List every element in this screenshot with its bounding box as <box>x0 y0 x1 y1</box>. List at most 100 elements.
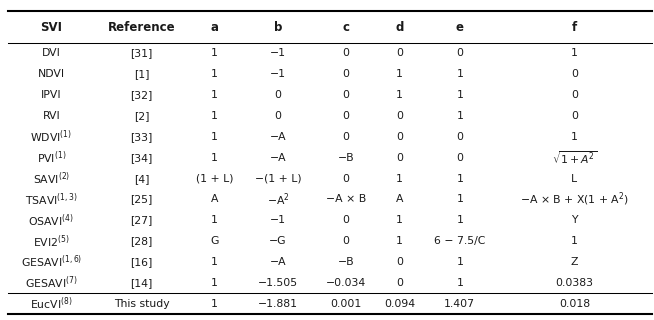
Text: 1: 1 <box>211 257 218 267</box>
Text: 0.018: 0.018 <box>559 299 590 309</box>
Text: 1: 1 <box>211 90 218 100</box>
Text: 0: 0 <box>571 69 578 79</box>
Text: a: a <box>211 20 218 34</box>
Text: 1: 1 <box>571 48 578 59</box>
Text: [32]: [32] <box>130 90 152 100</box>
Text: Z: Z <box>571 257 578 267</box>
Text: 1: 1 <box>396 236 403 246</box>
Text: b: b <box>274 20 283 34</box>
Text: 1.407: 1.407 <box>444 299 475 309</box>
Text: 1: 1 <box>211 69 218 79</box>
Text: 1: 1 <box>211 299 218 309</box>
Text: $\sqrt{1+A^2}$: $\sqrt{1+A^2}$ <box>552 150 597 166</box>
Text: 1: 1 <box>456 278 463 288</box>
Text: EVI2$^{(5)}$: EVI2$^{(5)}$ <box>33 233 70 250</box>
Text: 0: 0 <box>342 69 349 79</box>
Text: f: f <box>572 20 577 34</box>
Text: 0: 0 <box>275 111 282 121</box>
Text: e: e <box>456 20 464 34</box>
Text: 1: 1 <box>396 90 403 100</box>
Text: 1: 1 <box>396 174 403 184</box>
Text: 1: 1 <box>211 111 218 121</box>
Text: 1: 1 <box>571 132 578 142</box>
Text: GESAVI$^{(7)}$: GESAVI$^{(7)}$ <box>25 275 78 291</box>
Text: 0: 0 <box>342 236 349 246</box>
Text: [1]: [1] <box>134 69 149 79</box>
Text: 1: 1 <box>211 153 218 163</box>
Text: −(1 + L): −(1 + L) <box>255 174 301 184</box>
Text: 0: 0 <box>456 48 463 59</box>
Text: 0: 0 <box>571 111 578 121</box>
Text: [2]: [2] <box>134 111 149 121</box>
Text: TSAVI$^{(1,3)}$: TSAVI$^{(1,3)}$ <box>25 191 78 208</box>
Text: Y: Y <box>571 215 577 225</box>
Text: 0.0383: 0.0383 <box>555 278 593 288</box>
Text: 1: 1 <box>456 195 463 204</box>
Text: 1: 1 <box>456 69 463 79</box>
Text: 0: 0 <box>275 90 282 100</box>
Text: −A$^2$: −A$^2$ <box>267 191 290 208</box>
Text: [16]: [16] <box>130 257 152 267</box>
Text: A: A <box>396 195 404 204</box>
Text: −G: −G <box>269 236 287 246</box>
Text: 0: 0 <box>342 174 349 184</box>
Text: 1: 1 <box>396 215 403 225</box>
Text: 0: 0 <box>396 111 403 121</box>
Text: GESAVI$^{(1,6)}$: GESAVI$^{(1,6)}$ <box>21 254 82 270</box>
Text: L: L <box>572 174 577 184</box>
Text: Reference: Reference <box>108 20 175 34</box>
Text: [28]: [28] <box>130 236 152 246</box>
Text: −A × B: −A × B <box>326 195 366 204</box>
Text: −1: −1 <box>270 69 286 79</box>
Text: (1 + L): (1 + L) <box>196 174 233 184</box>
Text: 1: 1 <box>211 278 218 288</box>
Text: 0: 0 <box>342 48 349 59</box>
Text: SVI: SVI <box>41 20 62 34</box>
Text: 0: 0 <box>342 111 349 121</box>
Text: 0: 0 <box>396 132 403 142</box>
Text: 0: 0 <box>342 215 349 225</box>
Text: −A: −A <box>269 257 286 267</box>
Text: 0.094: 0.094 <box>384 299 415 309</box>
Text: −A: −A <box>269 132 286 142</box>
Text: [27]: [27] <box>130 215 152 225</box>
Text: 0: 0 <box>396 48 403 59</box>
Text: 0: 0 <box>571 90 578 100</box>
Text: 0.001: 0.001 <box>330 299 362 309</box>
Text: IPVI: IPVI <box>41 90 61 100</box>
Text: EucVI$^{(8)}$: EucVI$^{(8)}$ <box>30 295 73 312</box>
Text: [34]: [34] <box>130 153 152 163</box>
Text: −A: −A <box>269 153 286 163</box>
Text: A: A <box>211 195 218 204</box>
Text: 1: 1 <box>456 90 463 100</box>
Text: 0: 0 <box>396 257 403 267</box>
Text: −1.505: −1.505 <box>258 278 298 288</box>
Text: 0: 0 <box>342 132 349 142</box>
Text: DVI: DVI <box>42 48 61 59</box>
Text: −B: −B <box>337 153 354 163</box>
Text: [14]: [14] <box>130 278 152 288</box>
Text: OSAVI$^{(4)}$: OSAVI$^{(4)}$ <box>28 212 75 229</box>
Text: G: G <box>211 236 219 246</box>
Text: c: c <box>342 20 349 34</box>
Text: [31]: [31] <box>130 48 152 59</box>
Text: 1: 1 <box>456 174 463 184</box>
Text: d: d <box>395 20 404 34</box>
Text: 0: 0 <box>396 278 403 288</box>
Text: 1: 1 <box>571 236 578 246</box>
Text: PVI$^{(1)}$: PVI$^{(1)}$ <box>37 149 66 166</box>
Text: WDVI$^{(1)}$: WDVI$^{(1)}$ <box>30 129 73 145</box>
Text: This study: This study <box>114 299 169 309</box>
Text: −A × B + X(1 + A$^2$): −A × B + X(1 + A$^2$) <box>520 191 628 208</box>
Text: [33]: [33] <box>130 132 152 142</box>
Text: 1: 1 <box>211 132 218 142</box>
Text: −1.881: −1.881 <box>258 299 298 309</box>
Text: 0: 0 <box>456 153 463 163</box>
Text: 1: 1 <box>396 69 403 79</box>
Text: [25]: [25] <box>130 195 152 204</box>
Text: −0.034: −0.034 <box>326 278 366 288</box>
Text: NDVI: NDVI <box>38 69 65 79</box>
Text: [4]: [4] <box>134 174 149 184</box>
Text: 0: 0 <box>456 132 463 142</box>
Text: −1: −1 <box>270 215 286 225</box>
